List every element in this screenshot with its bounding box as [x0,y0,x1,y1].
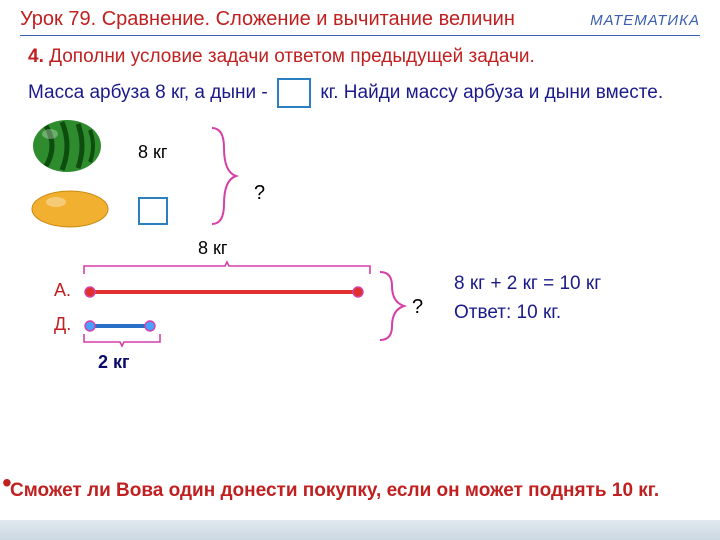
lesson-title: Урок 79. Сравнение. Сложение и вычитание… [20,8,515,31]
watermelon-icon [28,118,106,174]
watermelon-weight: 8 кг [138,142,208,163]
bar-a-label: 8 кг [198,238,227,259]
d-label: Д. [54,314,71,335]
subject-label: МАТЕМАТИКА [590,12,700,29]
fruit-illustration: 8 кг ? [28,118,692,230]
question-mark: ? [248,144,265,205]
melon-icon [28,188,112,230]
brace2-icon [376,268,408,344]
bar-a [84,286,364,298]
task-number: 4. [28,46,44,67]
question-mark-2: ? [412,296,423,319]
footer-question: Сможет ли Вова один донести покупку, есл… [10,480,659,502]
bar-d-label: 2 кг [98,352,130,373]
equation-text: 8 кг + 2 кг = 10 кг [454,270,601,299]
a-label: А. [54,280,71,301]
melon-weight-box[interactable] [138,197,168,225]
problem-after: кг. Найди массу арбуза и дыни вместе. [320,82,663,103]
bracket-bottom-icon [82,332,162,348]
bar-diagram: 8 кг А. Д. 2 кг ? 8 кг + 2 кг = 10 кг От… [28,238,692,378]
answer-box[interactable] [277,78,311,108]
task-text: Дополни условие задачи ответом предыдуще… [49,46,535,67]
footer-bar [0,520,720,540]
header-underline [20,35,700,36]
task-statement: 4. Дополни условие задачи ответом предыд… [28,46,692,68]
brace-icon [208,124,240,228]
problem-text: Масса арбуза 8 кг, а дыни - кг. Найди ма… [28,78,692,108]
bar-d [84,320,156,332]
answer-text: Ответ: 10 кг. [454,299,601,328]
problem-before: Масса арбуза 8 кг, а дыни - [28,82,268,103]
bracket-top-icon [82,260,372,276]
solution-block: 8 кг + 2 кг = 10 кг Ответ: 10 кг. [454,270,601,327]
